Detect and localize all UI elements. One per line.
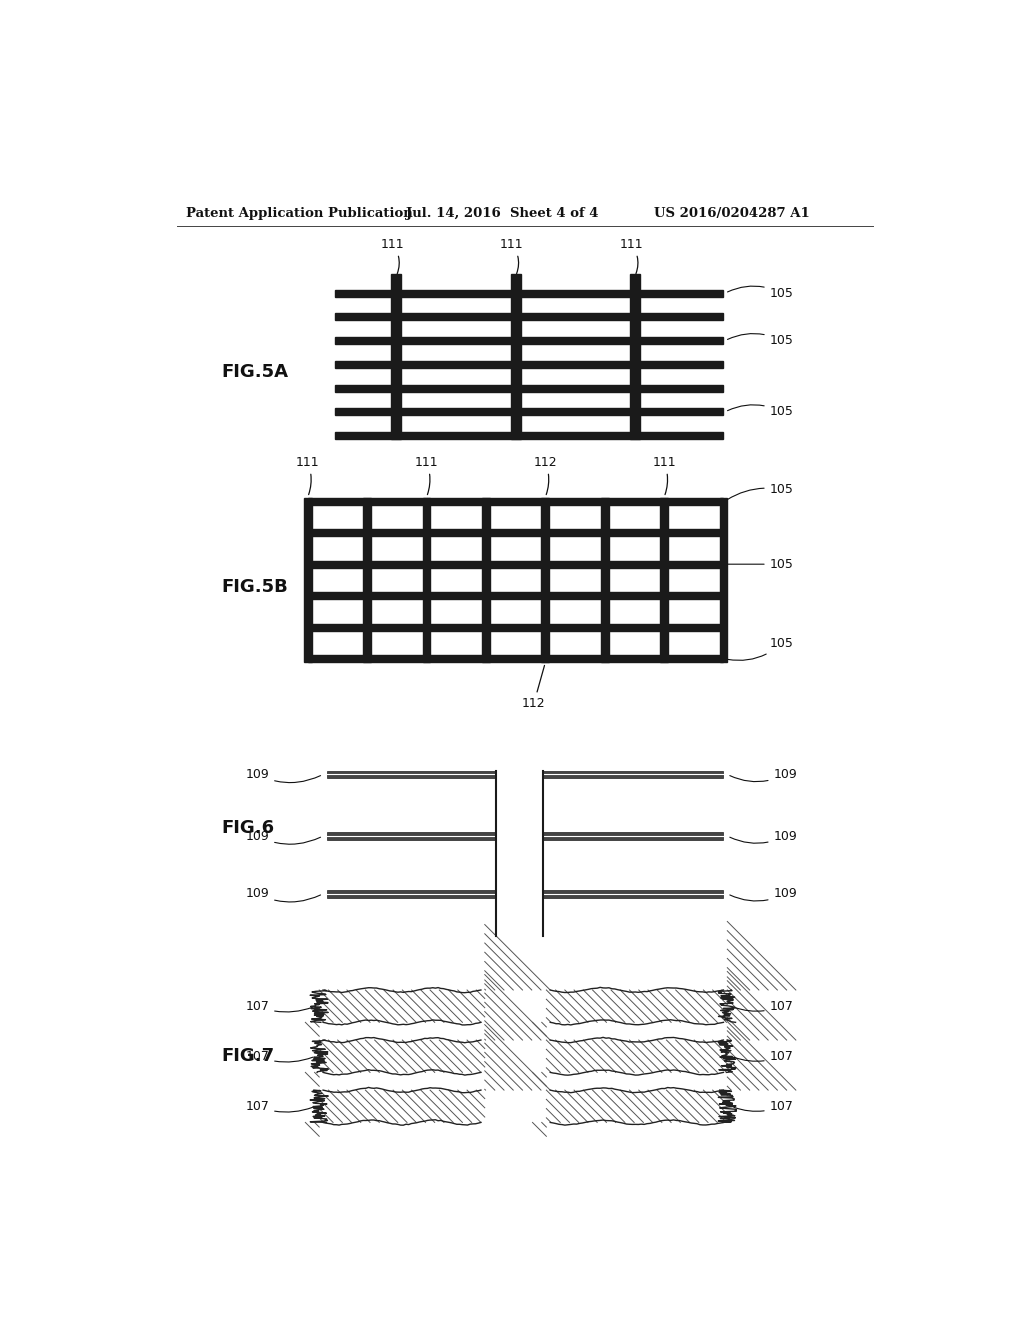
Text: FIG.5B: FIG.5B [221,578,288,597]
Bar [327,832,497,840]
Bar [327,890,497,898]
Text: 107: 107 [246,999,312,1012]
Bar [335,384,724,392]
Bar [319,1040,484,1072]
Bar [547,1040,727,1072]
Text: 111: 111 [381,238,404,273]
Bar [335,313,724,321]
Text: 109: 109 [246,768,321,783]
Text: 109: 109 [730,887,798,902]
Text: 111: 111 [415,455,438,495]
Bar [307,561,724,568]
Bar [307,656,724,663]
Text: Patent Application Publication: Patent Application Publication [186,207,413,220]
Bar [335,289,724,297]
Text: 111: 111 [652,455,676,495]
Text: 112: 112 [534,455,557,495]
Text: 111: 111 [500,238,523,273]
Bar [542,498,549,663]
Bar [630,275,640,440]
Bar [601,498,608,663]
Bar [335,337,724,345]
Text: 105: 105 [727,405,794,418]
Bar [327,771,497,779]
Bar [364,498,371,663]
Text: 105: 105 [727,334,794,347]
Bar [319,1090,484,1122]
Bar [319,990,484,1022]
Bar [307,593,724,599]
Text: 109: 109 [246,887,321,902]
Bar [547,1090,727,1122]
Bar [543,832,724,840]
Bar [335,408,724,416]
Text: 107: 107 [246,1049,312,1063]
Bar [307,498,724,504]
Bar [307,624,724,631]
Bar [335,360,724,368]
Bar [543,771,724,779]
Bar [304,498,311,663]
Text: 112: 112 [522,665,546,710]
Bar [660,498,668,663]
Text: 107: 107 [734,1100,794,1113]
Bar [547,990,727,1022]
Text: 107: 107 [246,1100,312,1113]
Text: 109: 109 [246,829,321,845]
Text: 107: 107 [734,1049,794,1063]
Text: Jul. 14, 2016  Sheet 4 of 4: Jul. 14, 2016 Sheet 4 of 4 [407,207,599,220]
Bar [335,432,724,440]
Text: 105: 105 [728,638,794,660]
Text: 107: 107 [734,999,794,1012]
Text: 105: 105 [727,286,794,300]
Bar [423,498,430,663]
Text: 109: 109 [730,829,798,843]
Text: 105: 105 [728,557,794,570]
Bar [307,529,724,536]
Text: 111: 111 [620,238,643,273]
Text: FIG.7: FIG.7 [221,1047,274,1065]
Bar [543,890,724,898]
Text: 105: 105 [727,483,794,499]
Text: US 2016/0204287 A1: US 2016/0204287 A1 [654,207,810,220]
Bar [391,275,401,440]
Bar [482,498,489,663]
Text: FIG.5A: FIG.5A [221,363,289,380]
Bar [720,498,727,663]
Text: 109: 109 [730,768,798,781]
Bar [511,275,520,440]
Text: FIG.6: FIG.6 [221,820,274,837]
Text: 111: 111 [296,455,319,495]
